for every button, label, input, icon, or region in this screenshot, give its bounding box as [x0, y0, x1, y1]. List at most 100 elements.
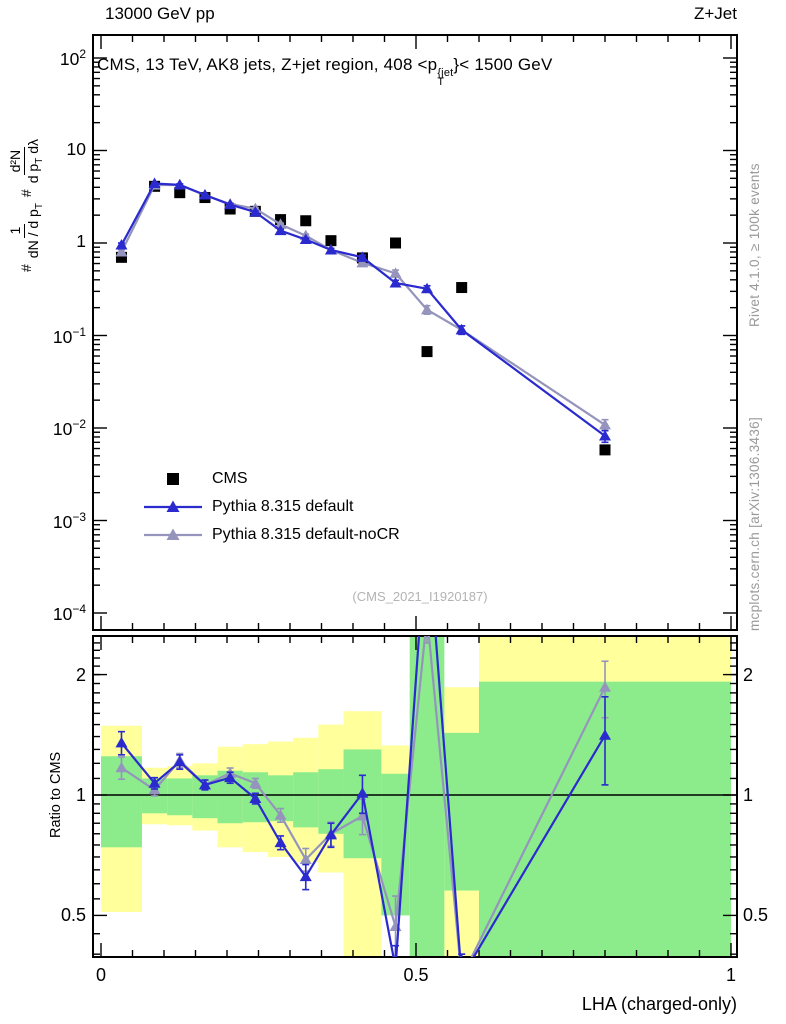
green-uncertainty-band — [293, 772, 319, 828]
mc-data-point — [274, 809, 287, 820]
main-y-tick-label: 10−4 — [52, 602, 86, 624]
beam-energy-label: 13000 GeV pp — [105, 4, 215, 23]
mc-data-point — [356, 787, 369, 798]
legend-marker-svg — [144, 528, 202, 540]
main-y-tick-label: 10−1 — [52, 325, 86, 347]
ratio-y-tick-label-left: 2 — [75, 665, 86, 685]
mc-data-point — [356, 251, 369, 262]
legend-marker-svg — [167, 473, 179, 485]
mc-data-point — [224, 198, 237, 210]
mc-data-point — [299, 870, 312, 882]
mc-data-point — [599, 681, 611, 692]
main-y-tick-label: 1 — [76, 231, 86, 251]
mc-data-point — [115, 245, 128, 257]
mc-data-point — [421, 610, 433, 621]
pythia-nocr-triangle-marker-icon — [142, 525, 204, 545]
axis-ticks — [93, 35, 737, 957]
mc-data-point — [389, 276, 402, 288]
mc-data-point — [324, 828, 337, 840]
green-uncertainty-band — [167, 778, 193, 816]
mc-data-point — [421, 517, 433, 528]
mc-data-point — [274, 836, 287, 848]
legend-label: Pythia 8.315 default-noCR — [212, 526, 400, 543]
ratio-y-tick-label-left: 0.5 — [60, 905, 86, 925]
mc-series-main — [115, 178, 611, 432]
mc-data-point — [115, 239, 128, 250]
mc-data-point — [299, 853, 312, 864]
mc-data-point — [421, 303, 434, 315]
mc-data-point — [356, 810, 369, 821]
legend-triangle-sample — [166, 500, 180, 512]
legend-item-pythia-default: Pythia 8.315 default — [142, 496, 400, 518]
main-y-tick-label: 102 — [59, 47, 86, 69]
mc-data-point — [173, 755, 186, 767]
main-panel-frame — [92, 34, 738, 631]
pythia-default-triangle-marker-icon — [142, 497, 204, 517]
mc-data-point — [599, 429, 611, 441]
mc-data-point — [198, 189, 211, 200]
cms-series — [115, 180, 611, 456]
mc-series-main — [115, 177, 611, 444]
mc-data-point — [224, 771, 237, 783]
mc-data-point — [456, 971, 468, 982]
mc-data-point — [599, 418, 611, 430]
mc-data-point — [456, 971, 468, 982]
cms-data-point — [300, 215, 312, 227]
ratio-y-tick-label-right: 1 — [743, 785, 754, 805]
cms-data-point — [421, 346, 433, 358]
main-y-tick-label: 10 — [66, 139, 86, 159]
main-y-tick-label: 10−3 — [52, 510, 86, 532]
legend-item-pythia-nocr: Pythia 8.315 default-noCR — [142, 524, 400, 546]
legend: CMS Pythia 8.315 default Pythia 8.315 de… — [142, 468, 400, 546]
mc-series-line — [120, 182, 606, 437]
cms-data-point — [390, 237, 402, 249]
ratio-y-tick-label-right: 2 — [743, 665, 754, 685]
cms-data-point — [456, 282, 468, 294]
cms-data-point — [599, 444, 611, 456]
ratio-y-tick-label-right: 0.5 — [743, 905, 769, 925]
mc-data-point — [173, 178, 186, 190]
mc-data-point — [421, 282, 434, 294]
ratio-series-layer — [115, 517, 611, 982]
process-label: Z+Jet — [694, 4, 737, 23]
mc-data-point — [249, 206, 262, 217]
mc-data-point — [356, 256, 369, 268]
legend-marker-svg — [144, 500, 202, 512]
mc-series-ratio — [115, 517, 611, 982]
mc-data-point — [455, 323, 468, 335]
mc-data-point — [249, 792, 262, 804]
mc-data-point — [599, 729, 611, 740]
uncertainty-bands — [101, 636, 731, 957]
mcplots-note: mcplots.cern.ch [arXiv:1306.3436] — [747, 416, 762, 631]
mc-data-point — [389, 267, 402, 278]
ratio-y-tick-label-left: 1 — [75, 785, 86, 805]
mc-data-point — [324, 244, 337, 255]
analysis-id-watermark: (CMS_2021_I1920187) — [352, 589, 488, 604]
mc-data-point — [274, 218, 287, 229]
mc-data-point — [115, 761, 128, 773]
main-series-layer — [115, 177, 611, 456]
x-tick-label: 0.5 — [403, 965, 429, 985]
legend-square-sample — [167, 473, 179, 485]
cms-square-marker-icon — [142, 469, 204, 489]
legend-label: CMS — [212, 470, 248, 487]
x-tick-label: 1 — [725, 965, 736, 985]
legend-item-cms: CMS — [142, 468, 400, 490]
x-axis-title: LHA (charged-only) — [581, 994, 737, 1014]
legend-triangle-sample — [166, 528, 180, 540]
mc-data-point — [115, 736, 128, 748]
cms-data-point — [325, 235, 337, 247]
cms-data-point — [174, 187, 186, 199]
mc-data-point — [249, 777, 262, 788]
mc-data-point — [299, 233, 312, 245]
mc-data-point — [148, 777, 161, 788]
mc-series-line — [120, 183, 606, 426]
rivet-version-note: Rivet 4.1.0, ≥ 100k events — [747, 163, 762, 327]
mc-data-point — [198, 778, 211, 790]
mc-data-point — [274, 224, 287, 236]
panel-title: CMS, 13 TeV, AK8 jets, Z+jet region, 408… — [97, 55, 553, 88]
cms-data-point — [115, 251, 127, 263]
x-tick-label: 0 — [95, 965, 106, 985]
